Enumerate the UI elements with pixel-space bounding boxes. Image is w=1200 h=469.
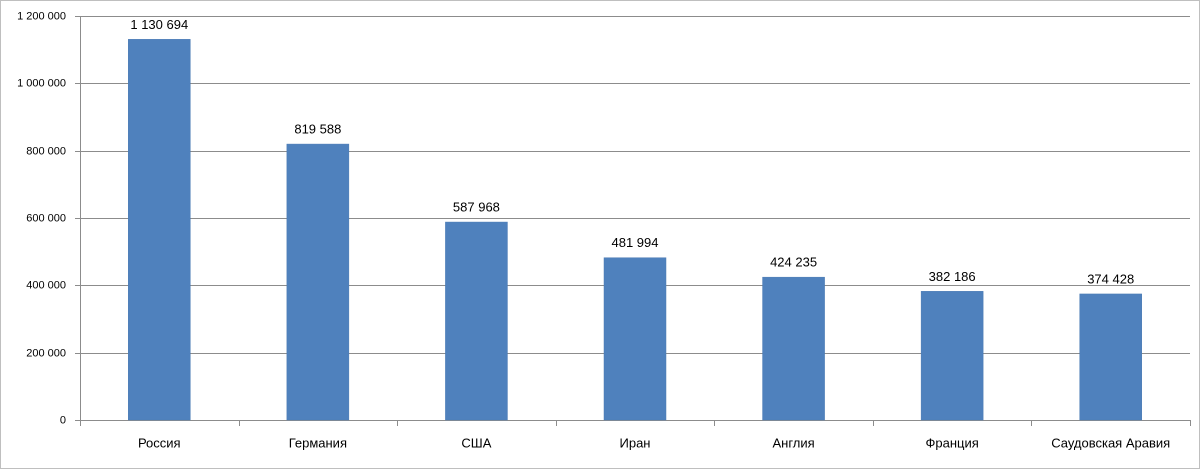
x-tick-label: Франция — [926, 435, 979, 450]
x-tick-label: Англия — [772, 435, 814, 450]
value-label: 374 428 — [1087, 271, 1134, 286]
bar — [603, 257, 667, 421]
x-tick-label: Россия — [138, 435, 181, 450]
y-tick-label: 200 000 — [26, 347, 66, 359]
bar — [286, 143, 350, 421]
y-tick-label: 1 200 000 — [17, 10, 66, 22]
y-tick-label: 600 000 — [26, 212, 66, 224]
x-tick-label: США — [461, 435, 491, 450]
y-tick-label: 1 000 000 — [17, 77, 66, 89]
value-label: 819 588 — [294, 122, 341, 137]
value-label: 424 235 — [770, 255, 817, 270]
x-tick-label: Иран — [620, 435, 651, 450]
y-tick-label: 400 000 — [26, 279, 66, 291]
value-label: 587 968 — [453, 199, 500, 214]
bar — [1079, 293, 1142, 421]
bar — [920, 291, 984, 421]
bar — [445, 221, 508, 421]
y-tick-label: 0 — [60, 414, 66, 426]
value-label: 382 186 — [929, 269, 976, 284]
y-tick-label: 800 000 — [26, 145, 66, 157]
bar — [128, 39, 191, 421]
x-tick-label: Саудовская Аравия — [1051, 435, 1170, 450]
x-tick-label: Германия — [289, 435, 347, 450]
value-label: 481 994 — [612, 235, 659, 250]
value-label: 1 130 694 — [130, 17, 188, 32]
bar — [762, 276, 825, 421]
